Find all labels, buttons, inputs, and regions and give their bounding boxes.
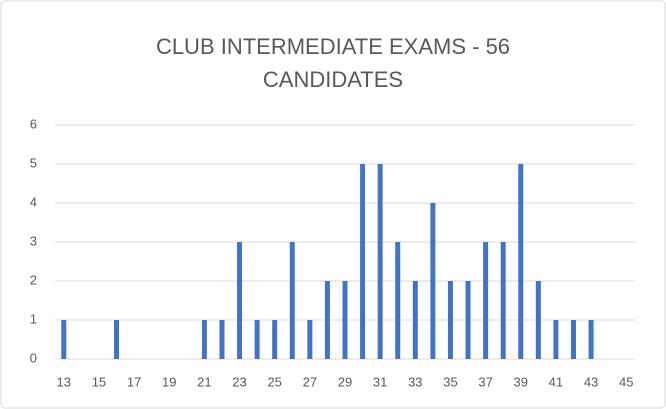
bar (114, 320, 120, 359)
x-tick-label: 19 (162, 374, 176, 389)
x-tick-label: 33 (408, 374, 422, 389)
bar (272, 320, 278, 359)
bar (395, 242, 401, 359)
y-tick-label: 1 (30, 311, 37, 326)
bar (553, 320, 559, 359)
x-tick-label: 43 (584, 374, 598, 389)
y-tick-label: 3 (30, 233, 37, 248)
x-tick-label: 31 (373, 374, 387, 389)
y-tick-label: 0 (30, 350, 37, 365)
bar (465, 281, 471, 359)
bar (289, 242, 295, 359)
x-tick-label: 17 (127, 374, 141, 389)
bar (201, 320, 207, 359)
bar (377, 164, 383, 359)
bar (588, 320, 594, 359)
y-tick-label: 2 (30, 272, 37, 287)
y-tick-label: 6 (30, 116, 37, 131)
x-tick-label: 13 (57, 374, 71, 389)
bar (219, 320, 225, 359)
bar (254, 320, 260, 359)
chart-title: CLUB INTERMEDIATE EXAMS - 56 CANDIDATES (155, 34, 511, 92)
bar (570, 320, 576, 359)
bar (500, 242, 506, 359)
bar (430, 203, 436, 359)
bar (447, 281, 453, 359)
x-tick-label: 25 (267, 374, 281, 389)
bar (412, 281, 418, 359)
x-tick-label: 41 (549, 374, 563, 389)
x-tick-label: 29 (338, 374, 352, 389)
bar (342, 281, 348, 359)
y-tick-label: 5 (30, 155, 37, 170)
x-tick-label: 45 (619, 374, 633, 389)
bar (61, 320, 67, 359)
bar (535, 281, 541, 359)
bar (237, 242, 243, 359)
x-tick-label: 23 (232, 374, 246, 389)
x-tick-label: 27 (303, 374, 317, 389)
x-tick-label: 39 (514, 374, 528, 389)
x-tick-label: 21 (197, 374, 211, 389)
bar (324, 281, 330, 359)
bar (483, 242, 489, 359)
x-tick-label: 37 (478, 374, 492, 389)
x-tick-label: 35 (443, 374, 457, 389)
x-tick-label: 15 (92, 374, 106, 389)
bar (360, 164, 366, 359)
bar (307, 320, 313, 359)
bar (518, 164, 524, 359)
y-tick-label: 4 (30, 194, 37, 209)
